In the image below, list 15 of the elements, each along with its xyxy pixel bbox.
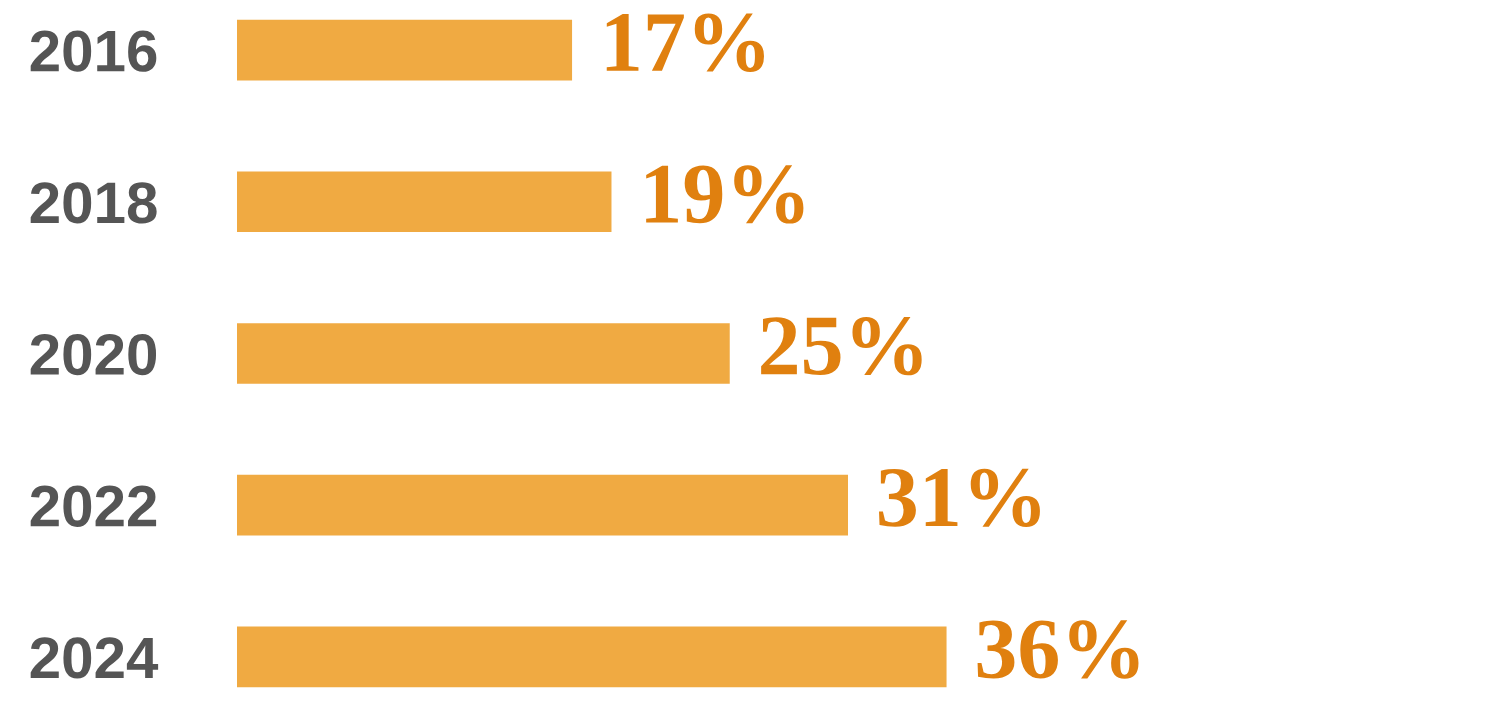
data-label: 17% <box>606 13 764 72</box>
y-tick-label: 2016 <box>30 30 157 72</box>
bar <box>237 19 573 81</box>
y-tick-label: 2018 <box>30 182 157 224</box>
data-label: 25% <box>761 316 922 376</box>
bar <box>237 626 947 688</box>
bar <box>237 323 730 384</box>
bar <box>237 474 848 536</box>
y-tick-label: 2022 <box>30 485 157 527</box>
data-label: 31% <box>879 468 1040 528</box>
data-label: 36% <box>977 620 1139 679</box>
y-tick-label: 2024 <box>30 637 159 679</box>
data-label: 19% <box>646 165 804 224</box>
bar <box>237 171 612 233</box>
y-tick-label: 2020 <box>30 333 157 376</box>
